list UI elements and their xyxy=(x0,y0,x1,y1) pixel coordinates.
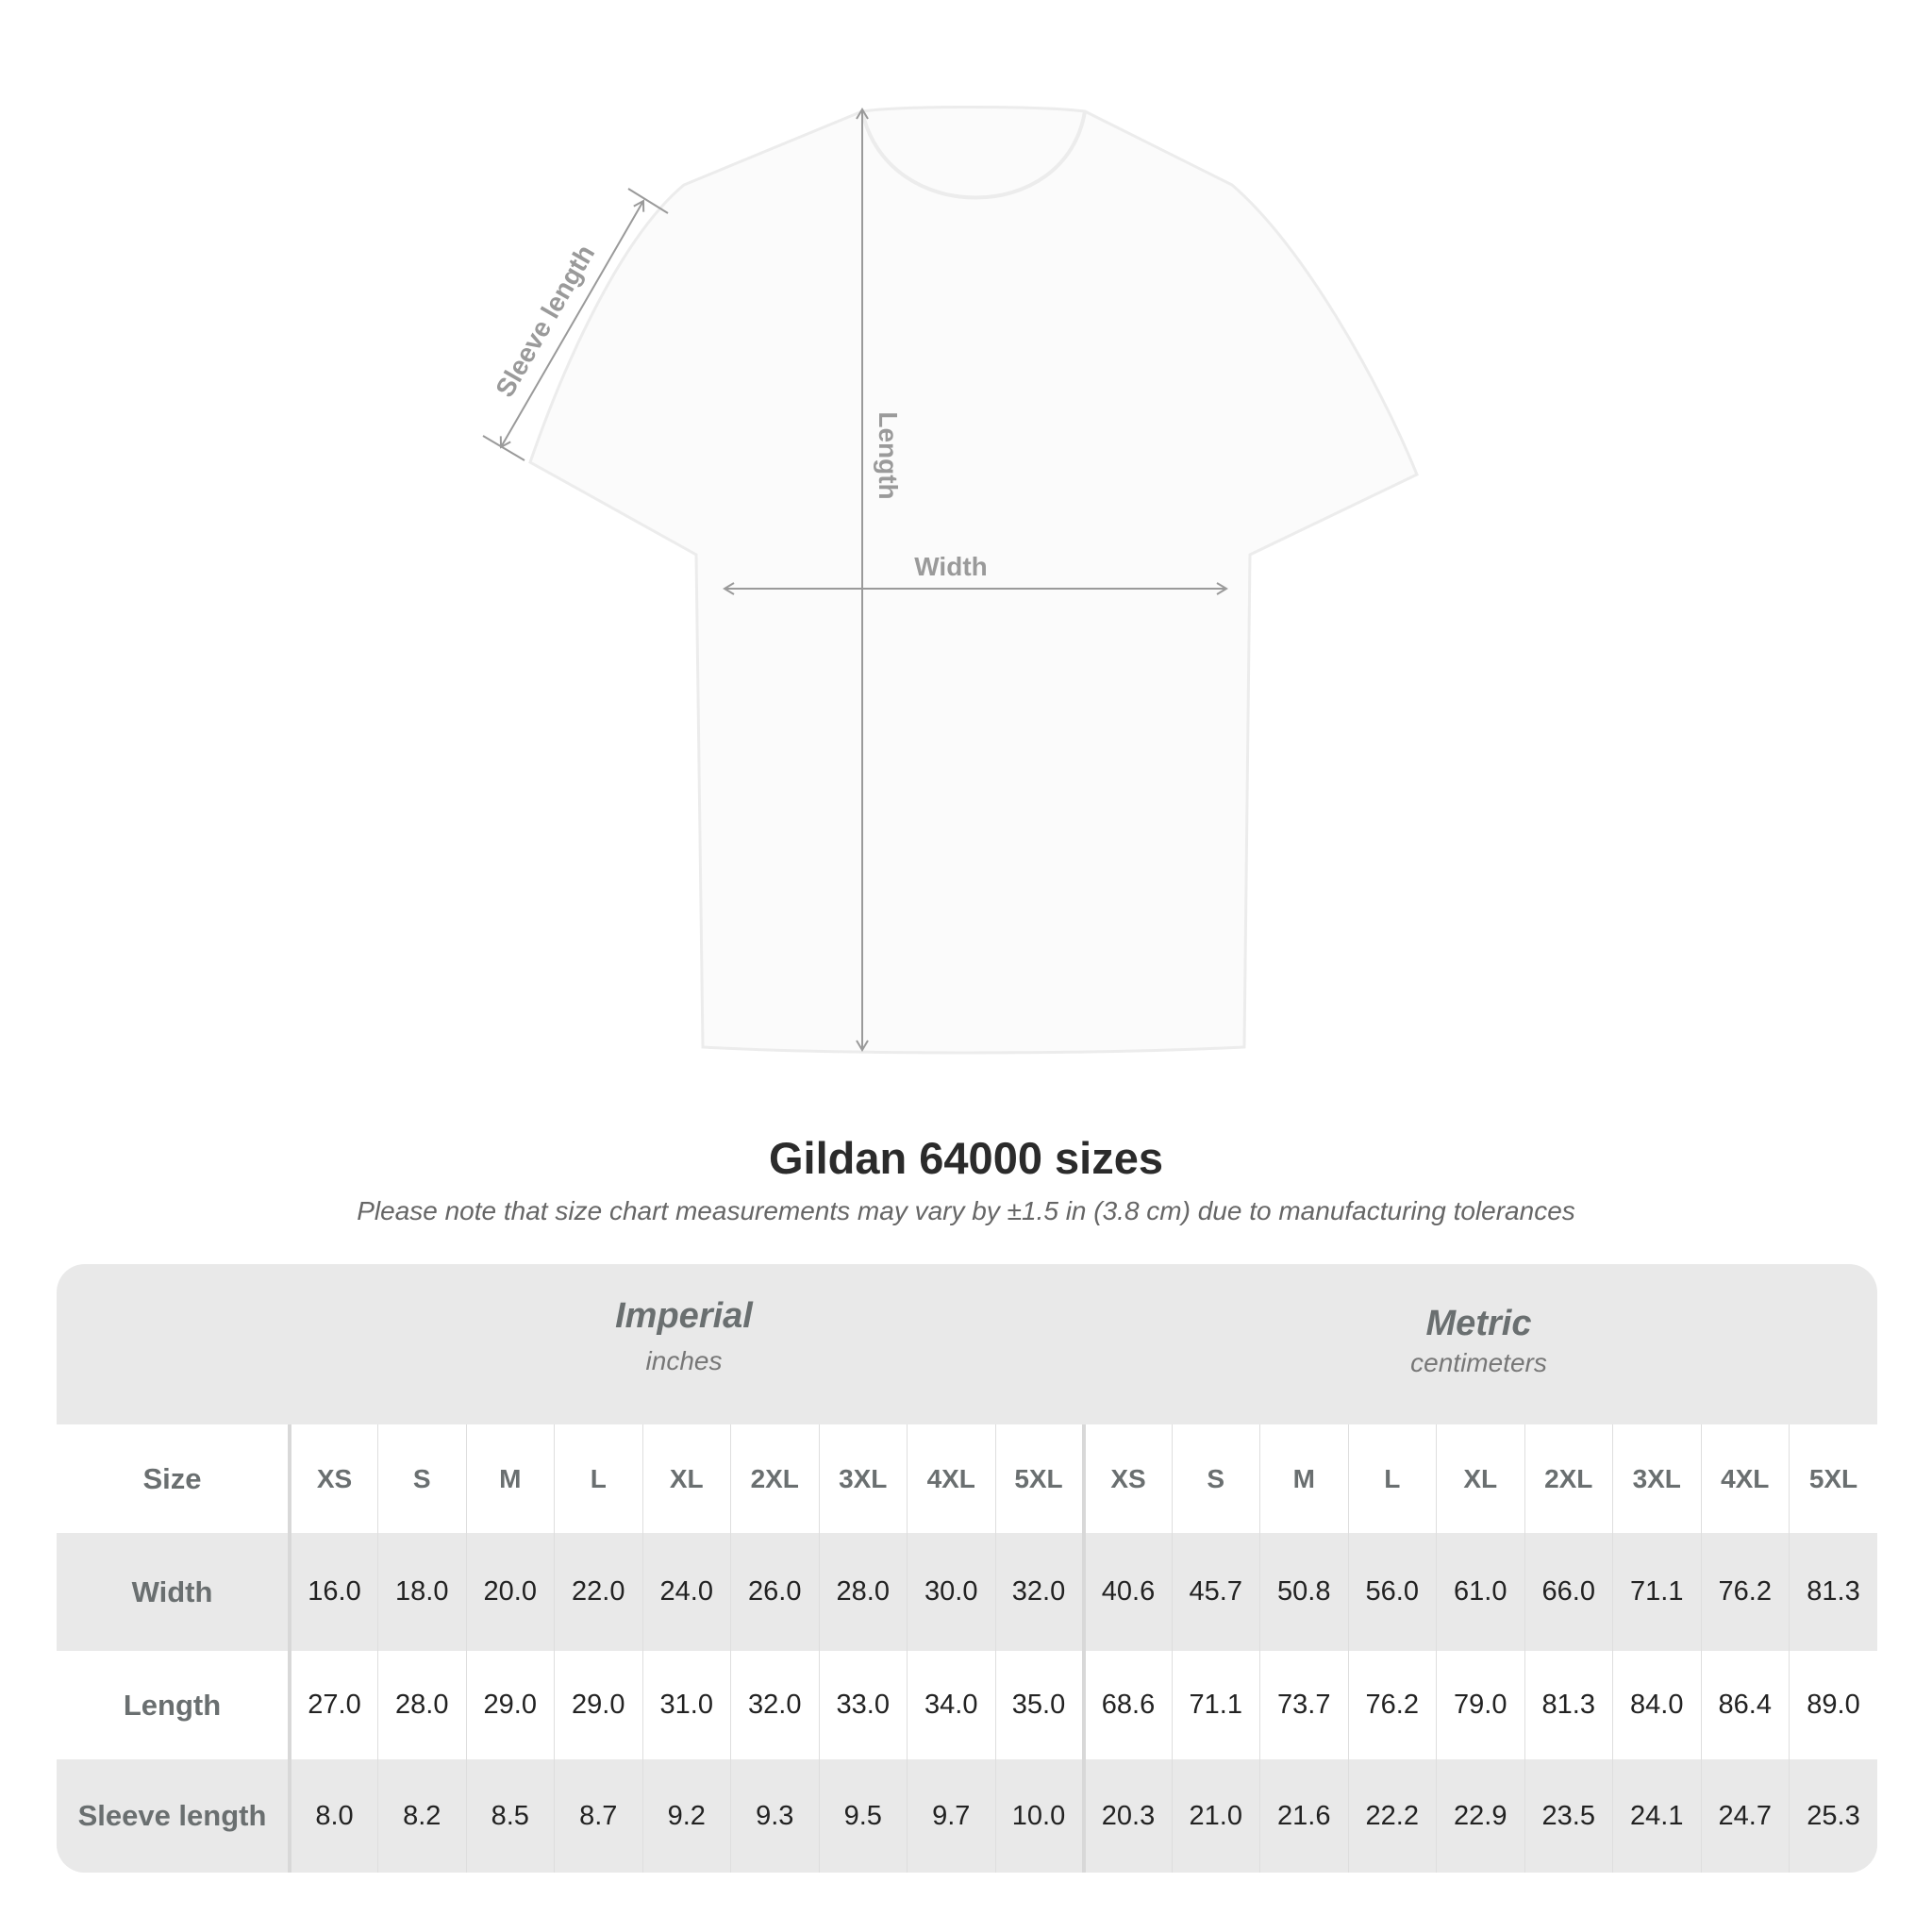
metric-size-header: S xyxy=(1171,1424,1260,1533)
size-table: Imperial inches Metric centimeters Size X… xyxy=(57,1264,1877,1873)
metric-value-cell: 61.0 xyxy=(1436,1533,1524,1651)
metric-size-header: M xyxy=(1259,1424,1348,1533)
imperial-size-header: 2XL xyxy=(730,1424,819,1533)
imperial-size-header: 5XL xyxy=(994,1424,1084,1533)
size-header-row: Size XS S M L XL 2XL 3XL 4XL 5XL XS S M L XL 2XL 3XL 4XL 5… xyxy=(57,1424,1877,1533)
imperial-value-cell: 8.0 xyxy=(289,1759,378,1873)
imperial-size-header: 4XL xyxy=(907,1424,995,1533)
imperial-value-cell: 35.0 xyxy=(994,1651,1084,1759)
metric-value-cell: 71.1 xyxy=(1171,1651,1260,1759)
imperial-size-header: XS xyxy=(289,1424,378,1533)
metric-value-cell: 66.0 xyxy=(1524,1533,1613,1651)
tshirt-diagram: Width Length Sleeve length xyxy=(482,106,1419,1055)
metric-size-header: L xyxy=(1347,1424,1437,1533)
metric-value-cell: 21.0 xyxy=(1171,1759,1260,1873)
metric-value-cell: 68.6 xyxy=(1081,1651,1172,1759)
imperial-size-header: XL xyxy=(641,1424,731,1533)
metric-value-cell: 45.7 xyxy=(1171,1533,1260,1651)
imperial-size-header: L xyxy=(554,1424,642,1533)
metric-value-cell: 79.0 xyxy=(1436,1651,1524,1759)
imperial-value-cell: 32.0 xyxy=(730,1651,819,1759)
imperial-value-cell: 8.5 xyxy=(465,1759,555,1873)
sleeve-tick xyxy=(482,435,525,461)
table-row: Width 16.0 18.0 20.0 22.0 24.0 26.0 28.0 30.0 32.… xyxy=(57,1533,1877,1651)
imperial-value-cell: 8.7 xyxy=(554,1759,642,1873)
metric-value-cell: 73.7 xyxy=(1259,1651,1348,1759)
imperial-value-cell: 32.0 xyxy=(994,1533,1084,1651)
chart-title: Gildan 64000 sizes xyxy=(768,1133,1164,1183)
tshirt-collar xyxy=(860,110,1087,200)
imperial-value-cell: 9.5 xyxy=(818,1759,908,1873)
table-row: Sleeve length 8.0 8.2 8.5 8.7 9.2 9.3 9.5 9.7 10.… xyxy=(57,1759,1877,1873)
metric-value-cell: 81.3 xyxy=(1524,1651,1613,1759)
metric-size-header: XS xyxy=(1081,1424,1172,1533)
metric-value-cell: 86.4 xyxy=(1700,1651,1790,1759)
row-label: Length xyxy=(57,1651,291,1759)
imperial-unit: inches xyxy=(645,1346,723,1375)
imperial-value-cell: 28.0 xyxy=(377,1651,466,1759)
metric-value-cell: 56.0 xyxy=(1347,1533,1437,1651)
metric-value-cell: 81.3 xyxy=(1789,1533,1877,1651)
imperial-value-cell: 27.0 xyxy=(289,1651,378,1759)
imperial-value-cell: 9.7 xyxy=(907,1759,995,1873)
imperial-value-cell: 30.0 xyxy=(907,1533,995,1651)
width-label: Width xyxy=(914,552,988,581)
imperial-value-cell: 20.0 xyxy=(465,1533,555,1651)
size-grid: Size XS S M L XL 2XL 3XL 4XL 5XL XS S M L XL 2XL 3XL 4XL 5… xyxy=(57,1424,1877,1873)
imperial-title: Imperial xyxy=(615,1296,753,1336)
imperial-value-cell: 24.0 xyxy=(641,1533,731,1651)
imperial-size-header: 3XL xyxy=(818,1424,908,1533)
metric-size-header: 5XL xyxy=(1789,1424,1877,1533)
imperial-value-cell: 26.0 xyxy=(730,1533,819,1651)
imperial-size-header: M xyxy=(465,1424,555,1533)
metric-value-cell: 40.6 xyxy=(1081,1533,1172,1651)
imperial-value-cell: 22.0 xyxy=(554,1533,642,1651)
metric-value-cell: 25.3 xyxy=(1789,1759,1877,1873)
metric-size-header: 3XL xyxy=(1612,1424,1701,1533)
row-label: Width xyxy=(57,1533,291,1651)
imperial-value-cell: 28.0 xyxy=(818,1533,908,1651)
metric-value-cell: 22.2 xyxy=(1347,1759,1437,1873)
metric-value-cell: 24.7 xyxy=(1700,1759,1790,1873)
imperial-value-cell: 33.0 xyxy=(818,1651,908,1759)
metric-unit: centimeters xyxy=(1410,1348,1547,1377)
imperial-value-cell: 8.2 xyxy=(377,1759,466,1873)
tolerance-note: Please note that size chart measurements… xyxy=(357,1196,1575,1225)
imperial-value-cell: 34.0 xyxy=(907,1651,995,1759)
imperial-value-cell: 29.0 xyxy=(465,1651,555,1759)
metric-value-cell: 71.1 xyxy=(1612,1533,1701,1651)
metric-value-cell: 50.8 xyxy=(1259,1533,1348,1651)
metric-value-cell: 84.0 xyxy=(1612,1651,1701,1759)
imperial-size-header: S xyxy=(377,1424,466,1533)
metric-size-header: XL xyxy=(1436,1424,1524,1533)
row-label: Sleeve length xyxy=(57,1759,291,1873)
imperial-value-cell: 31.0 xyxy=(641,1651,731,1759)
metric-header: Metric centimeters xyxy=(1080,1264,1877,1424)
imperial-value-cell: 29.0 xyxy=(554,1651,642,1759)
metric-value-cell: 89.0 xyxy=(1789,1651,1877,1759)
metric-value-cell: 76.2 xyxy=(1347,1651,1437,1759)
metric-size-header: 2XL xyxy=(1524,1424,1613,1533)
imperial-value-cell: 9.2 xyxy=(641,1759,731,1873)
table-row: Length 27.0 28.0 29.0 29.0 31.0 32.0 33.0 34.0 35… xyxy=(57,1651,1877,1759)
row-label: Size xyxy=(57,1424,291,1533)
metric-value-cell: 76.2 xyxy=(1700,1533,1790,1651)
metric-value-cell: 20.3 xyxy=(1081,1759,1172,1873)
metric-value-cell: 23.5 xyxy=(1524,1759,1613,1873)
metric-value-cell: 21.6 xyxy=(1259,1759,1348,1873)
metric-value-cell: 24.1 xyxy=(1612,1759,1701,1873)
sleeve-tick xyxy=(627,188,669,214)
length-label: Length xyxy=(874,411,903,499)
imperial-value-cell: 18.0 xyxy=(377,1533,466,1651)
imperial-value-cell: 16.0 xyxy=(289,1533,378,1651)
imperial-value-cell: 9.3 xyxy=(730,1759,819,1873)
sleeve-arrow xyxy=(499,199,645,449)
metric-value-cell: 22.9 xyxy=(1436,1759,1524,1873)
metric-title: Metric xyxy=(1425,1304,1532,1343)
metric-size-header: 4XL xyxy=(1700,1424,1790,1533)
imperial-header: Imperial inches xyxy=(288,1264,1080,1424)
imperial-value-cell: 10.0 xyxy=(994,1759,1084,1873)
